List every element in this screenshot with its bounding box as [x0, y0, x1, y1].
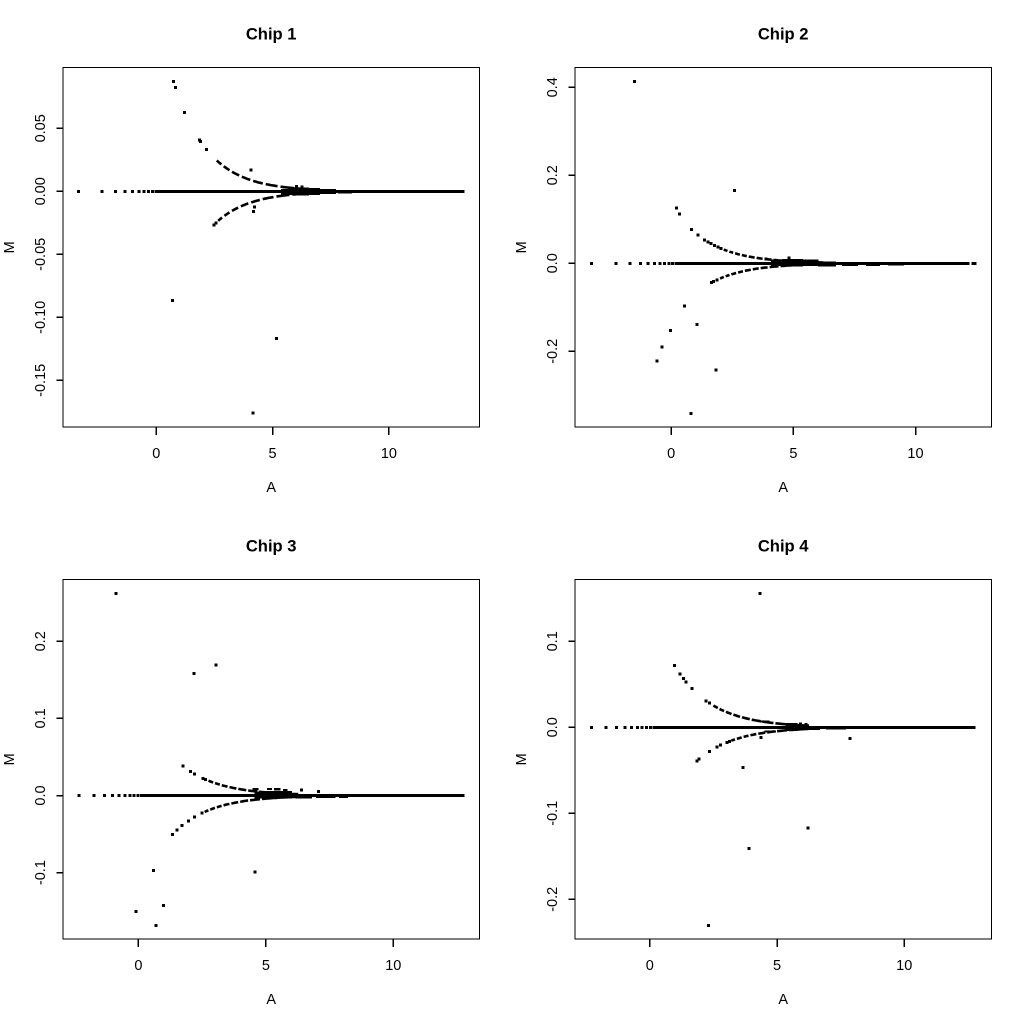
svg-text:-0.1: -0.1	[545, 801, 561, 826]
svg-text:A: A	[778, 992, 788, 1008]
svg-text:5: 5	[262, 958, 270, 974]
svg-text:A: A	[778, 480, 788, 496]
svg-text:Chip 4: Chip 4	[758, 537, 809, 556]
svg-text:0: 0	[646, 958, 654, 974]
svg-text:M: M	[2, 241, 18, 253]
svg-text:0: 0	[152, 446, 160, 462]
svg-text:A: A	[266, 480, 276, 496]
svg-text:A: A	[266, 992, 276, 1008]
svg-text:0: 0	[667, 446, 675, 462]
svg-text:0.1: 0.1	[33, 708, 49, 728]
svg-text:M: M	[2, 753, 18, 765]
svg-text:-0.05: -0.05	[33, 238, 49, 271]
svg-text:0.1: 0.1	[545, 631, 561, 651]
svg-text:10: 10	[907, 446, 923, 462]
svg-text:0.05: 0.05	[33, 114, 49, 142]
svg-text:M: M	[514, 753, 530, 765]
svg-text:0.0: 0.0	[545, 717, 561, 737]
svg-text:0.00: 0.00	[33, 177, 49, 205]
svg-text:10: 10	[381, 446, 397, 462]
svg-text:0.2: 0.2	[33, 631, 49, 651]
svg-text:-0.10: -0.10	[33, 301, 49, 334]
svg-text:-0.15: -0.15	[33, 364, 49, 397]
svg-text:M: M	[514, 241, 530, 253]
svg-text:-0.1: -0.1	[33, 860, 49, 885]
svg-text:-0.2: -0.2	[545, 339, 561, 364]
svg-text:0.2: 0.2	[545, 165, 561, 185]
svg-text:10: 10	[896, 958, 912, 974]
svg-text:Chip 2: Chip 2	[758, 25, 809, 44]
svg-text:Chip 3: Chip 3	[246, 537, 297, 556]
svg-text:0: 0	[134, 958, 142, 974]
svg-text:5: 5	[269, 446, 277, 462]
svg-text:0.0: 0.0	[33, 785, 49, 805]
svg-text:0.0: 0.0	[545, 253, 561, 273]
svg-text:0.4: 0.4	[545, 77, 561, 97]
svg-text:5: 5	[789, 446, 797, 462]
svg-text:-0.2: -0.2	[545, 887, 561, 912]
svg-text:Chip 1: Chip 1	[246, 25, 297, 44]
svg-text:10: 10	[385, 958, 401, 974]
svg-text:5: 5	[773, 958, 781, 974]
